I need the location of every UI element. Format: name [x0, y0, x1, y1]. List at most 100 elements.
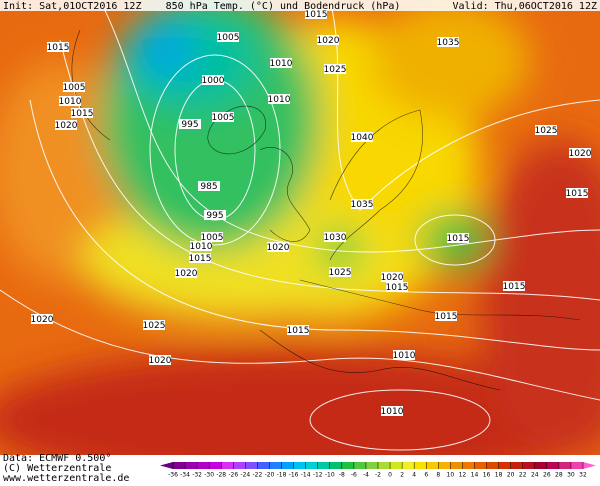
isobar-label-box: [569, 148, 591, 158]
scale-label: -18: [277, 472, 287, 479]
scale-bin: [498, 462, 511, 469]
color-scale: -36 -34 -32 -30 -28 -26 -24 -22 -20 -18 -16 -14 -12-…: [160, 462, 596, 479]
isobar-label-box: [305, 9, 327, 19]
isobar-label-box: [268, 94, 290, 104]
isobar-label: 1010: [381, 407, 404, 417]
scale-label: 32: [579, 472, 587, 479]
isobar-label-box: [381, 272, 403, 282]
isobar-label-box: [447, 233, 469, 243]
isobar-label: 985: [200, 182, 217, 192]
scale-bin: [462, 462, 475, 469]
scale-label: 20: [507, 472, 515, 479]
scale-bin: [233, 462, 246, 469]
scale-bin: [534, 462, 547, 469]
scale-bin: [341, 462, 354, 469]
isobar-label: 1005: [63, 83, 86, 93]
init-time: Init: Sat,01OCT2016 12Z: [3, 1, 141, 12]
isobar-label: 1015: [189, 254, 212, 264]
scale-bin: [185, 462, 198, 469]
isobar-label-box: [324, 232, 346, 242]
isobar-labels: 1015 1015 1005 1020 1035 1010 1025 1005 1000 1010…: [31, 9, 592, 417]
scale-bin: [281, 462, 294, 469]
isobar-label: 1020: [31, 315, 54, 325]
scale-label: -26: [228, 472, 238, 479]
isobar-label: 1025: [143, 321, 166, 331]
isobar-label-box: [351, 199, 373, 209]
isobar-label-box: [55, 120, 77, 130]
scale-label: 8: [436, 472, 440, 479]
scale-bin: [257, 462, 270, 469]
isobar-label: 1005: [201, 233, 224, 243]
scale-label: -10: [325, 472, 335, 479]
isobar-label-box: [212, 112, 234, 122]
scale-bin: [269, 462, 282, 469]
scale-label: -2: [375, 472, 381, 479]
scale-label: 2: [400, 472, 404, 479]
scale-bin: [390, 462, 403, 469]
scale-bin: [221, 462, 234, 469]
isobar-label-box: [267, 242, 289, 252]
isobar-label-box: [204, 210, 226, 220]
scale-label: -32: [192, 472, 202, 479]
scale-label: -20: [265, 472, 275, 479]
isobar-label-box: [351, 132, 373, 142]
isobar-label-box: [217, 32, 239, 42]
isobar-label-box: [503, 281, 525, 291]
isobar-label: 1020: [317, 36, 340, 46]
isobar-label-box: [31, 314, 53, 324]
isobar-label-box: [535, 125, 557, 135]
scale-label: -30: [204, 472, 214, 479]
isobar-label: 1015: [566, 189, 589, 199]
scale-label: 18: [495, 472, 503, 479]
scale-bin: [486, 462, 499, 469]
website: www.wetterzentrale.de: [3, 473, 129, 482]
isobar-label: 1015: [71, 109, 94, 119]
scale-label: -36: [168, 472, 178, 479]
scale-bin: [365, 462, 378, 469]
isobar-label: 1000: [202, 76, 225, 86]
isobar-label: 1020: [55, 121, 78, 131]
isobar-label: 1020: [569, 149, 592, 159]
scale-label: 0: [388, 472, 392, 479]
isobar-label-box: [324, 64, 346, 74]
scale-label: -6: [351, 472, 357, 479]
isobar-label-box: [179, 119, 201, 129]
isobar-label: 1005: [217, 33, 240, 43]
isobar-label: 1015: [447, 234, 470, 244]
scale-label: 12: [459, 472, 467, 479]
scale-bin: [329, 462, 342, 469]
scale-bin: [293, 462, 306, 469]
scale-bin: [173, 462, 186, 469]
isobar-label: 1035: [351, 200, 374, 210]
scale-label: -14: [301, 472, 311, 479]
isobar-label-box: [190, 241, 212, 251]
scale-bin: [546, 462, 559, 469]
scale-label: 26: [543, 472, 551, 479]
scale-label: 4: [412, 472, 416, 479]
scale-bin: [317, 462, 330, 469]
scale-arrow: [160, 462, 173, 469]
isobar-label-box: [329, 267, 351, 277]
scale-label: 30: [567, 472, 575, 479]
scale-label: 6: [424, 472, 428, 479]
scale-bin: [378, 462, 391, 469]
isobar-label: 1020: [267, 243, 290, 253]
isobar-label-box: [143, 320, 165, 330]
scale-label: -8: [339, 472, 345, 479]
scale-label: -22: [253, 472, 263, 479]
isobar-label-box: [59, 96, 81, 106]
valid-time: Valid: Thu,06OCT2016 12Z: [453, 1, 598, 12]
isobar-label: 1010: [393, 351, 416, 361]
isobar-label-box: [287, 325, 309, 335]
coastlines: [71, 29, 581, 391]
isobar-label-box: [437, 37, 459, 47]
data-source: Data: ECMWF 0.500°: [3, 453, 111, 464]
isobar-label: 1035: [437, 38, 460, 48]
scale-label: -16: [289, 472, 299, 479]
scale-label: 22: [519, 472, 527, 479]
scale-bin: [450, 462, 463, 469]
scale-bin: [414, 462, 427, 469]
isobar-label: 1020: [381, 273, 404, 283]
